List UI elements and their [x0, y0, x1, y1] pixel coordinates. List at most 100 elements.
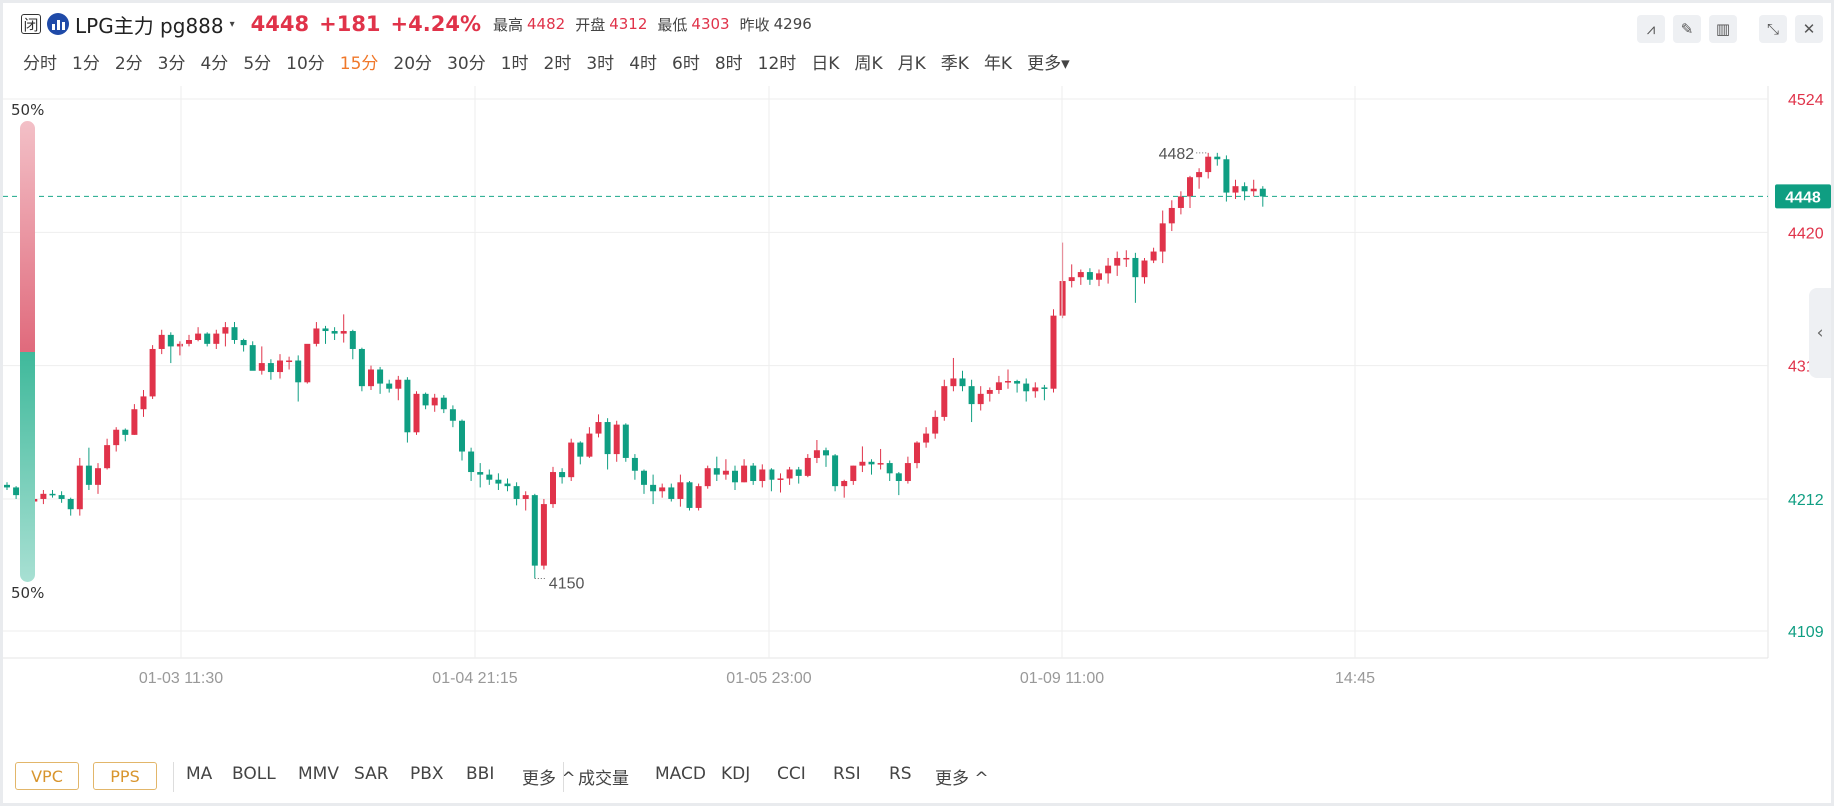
candle-body[interactable] — [486, 474, 493, 480]
period-tab[interactable]: 1时 — [500, 54, 529, 74]
candle-body[interactable] — [722, 470, 729, 475]
candle-body[interactable] — [477, 472, 484, 475]
candle-body[interactable] — [686, 482, 693, 508]
candle-body[interactable] — [104, 445, 111, 469]
candle-body[interactable] — [650, 484, 657, 492]
candle-body[interactable] — [568, 442, 575, 478]
candle-body[interactable] — [349, 331, 356, 349]
candle-body[interactable] — [422, 393, 429, 406]
candle-body[interactable] — [122, 429, 129, 435]
candle-body[interactable] — [1187, 177, 1193, 197]
indicator-button[interactable]: CCI — [777, 764, 806, 784]
candle-body[interactable] — [158, 334, 165, 349]
candle-body[interactable] — [1223, 159, 1230, 193]
period-tab[interactable]: 3分 — [157, 54, 186, 74]
indicator-button[interactable]: RS — [889, 764, 912, 784]
indicator-button[interactable]: PBX — [410, 764, 444, 784]
candle-body[interactable] — [1086, 272, 1093, 280]
candle-body[interactable] — [1105, 265, 1112, 274]
candle-body[interactable] — [1241, 186, 1248, 192]
candle-body[interactable] — [977, 393, 984, 405]
symbol-name[interactable]: LPG主力 pg888 — [75, 13, 224, 38]
candle-body[interactable] — [959, 378, 966, 387]
candle-body[interactable] — [395, 379, 402, 389]
candle-body[interactable] — [58, 495, 65, 499]
indicator-button[interactable]: MMV — [298, 764, 339, 784]
candle-body[interactable] — [1132, 257, 1139, 278]
candle-body[interactable] — [1141, 260, 1148, 278]
period-tab[interactable]: 2时 — [543, 54, 572, 74]
period-tab[interactable]: 15分 — [339, 54, 379, 74]
candle-body[interactable] — [513, 486, 520, 499]
candle-body[interactable] — [559, 472, 566, 478]
candle-body[interactable] — [668, 487, 675, 499]
candle-body[interactable] — [95, 468, 101, 485]
candle-body[interactable] — [804, 457, 811, 476]
candle-body[interactable] — [195, 333, 202, 341]
indicator-button[interactable]: MA — [186, 764, 213, 784]
candle-body[interactable] — [1050, 315, 1057, 389]
side-panel-toggle[interactable]: ‹ — [1809, 288, 1831, 378]
candle-body[interactable] — [1214, 156, 1221, 160]
candle-body[interactable] — [449, 409, 456, 421]
candle-body[interactable] — [358, 348, 365, 387]
candle-body[interactable] — [604, 422, 611, 455]
period-tab[interactable]: 日K — [811, 54, 840, 74]
candle-body[interactable] — [1123, 257, 1130, 260]
candle-body[interactable] — [941, 386, 948, 417]
candle-body[interactable] — [768, 469, 775, 480]
candle-body[interactable] — [495, 479, 502, 484]
candle-body[interactable] — [213, 333, 220, 344]
candle-body[interactable] — [1005, 381, 1011, 383]
candle-body[interactable] — [258, 363, 265, 371]
kline-chart[interactable]: 4524 4420 4316 4212 4109 01-03 11:30 01-04 21:… — [3, 86, 1831, 741]
indicator-button[interactable]: SAR — [354, 764, 389, 784]
candle-body[interactable] — [413, 393, 420, 433]
candle-body[interactable] — [468, 451, 475, 473]
candle-body[interactable] — [1114, 257, 1121, 266]
candle-body[interactable] — [231, 327, 238, 341]
candle-body[interactable] — [923, 433, 930, 443]
candle-body[interactable] — [304, 343, 311, 383]
period-tab[interactable]: 6时 — [672, 54, 700, 74]
candle-body[interactable] — [777, 478, 784, 480]
candle-body[interactable] — [4, 484, 10, 488]
period-tab[interactable]: 2分 — [114, 54, 143, 74]
candle-body[interactable] — [522, 495, 529, 499]
pps-button[interactable]: PPS — [93, 762, 157, 790]
period-tab[interactable]: 12时 — [757, 54, 797, 74]
candle-body[interactable] — [85, 465, 92, 485]
period-tab[interactable]: 1分 — [72, 54, 100, 74]
candle-body[interactable] — [368, 369, 374, 387]
candle-body[interactable] — [1250, 188, 1257, 192]
candle-body[interactable] — [995, 382, 1002, 390]
candle-body[interactable] — [440, 397, 447, 410]
candle-body[interactable] — [1259, 188, 1266, 197]
period-tab[interactable]: 分时 — [23, 54, 57, 74]
candle-body[interactable] — [1041, 387, 1048, 389]
candle-body[interactable] — [577, 442, 584, 457]
candle-body[interactable] — [240, 340, 247, 346]
candle-body[interactable] — [786, 469, 793, 479]
candle-body[interactable] — [340, 331, 347, 334]
candle-body[interactable] — [1023, 383, 1030, 392]
candle-body[interactable] — [149, 348, 156, 397]
candle-body[interactable] — [186, 340, 192, 344]
candle-body[interactable] — [950, 378, 957, 387]
candle-body[interactable] — [131, 409, 138, 435]
candle-body[interactable] — [113, 429, 120, 446]
vpc-button[interactable]: VPC — [15, 762, 79, 790]
candle-body[interactable] — [531, 495, 538, 566]
candle-body[interactable] — [932, 416, 939, 434]
candle-body[interactable] — [40, 493, 47, 499]
period-tab[interactable]: 20分 — [393, 54, 433, 74]
period-tab[interactable]: 4分 — [200, 54, 229, 74]
candle-body[interactable] — [813, 450, 820, 458]
candle-body[interactable] — [1032, 387, 1039, 392]
candle-body[interactable] — [204, 333, 211, 344]
candle-body[interactable] — [540, 504, 547, 566]
candle-body[interactable] — [677, 482, 684, 499]
candle-body[interactable] — [895, 473, 902, 482]
candle-body[interactable] — [386, 383, 393, 389]
